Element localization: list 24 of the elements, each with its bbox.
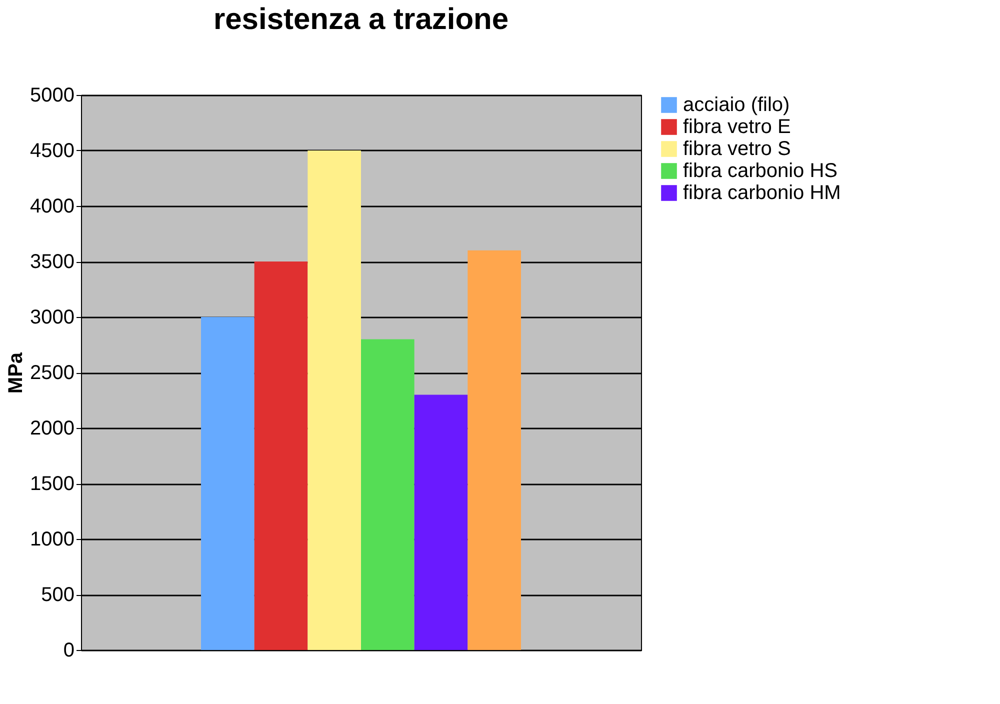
bar [254, 262, 308, 650]
legend-label: fibra carbonio HS [683, 160, 838, 182]
y-tick-label: 2000 [30, 418, 74, 440]
y-axis-title: MPa [5, 352, 28, 394]
y-tick-label: 2500 [30, 362, 74, 384]
y-tick-label: 3500 [30, 251, 74, 273]
legend-label: fibra vetro S [683, 138, 791, 160]
y-tick-label: 4000 [30, 196, 74, 218]
y-tick-label: 4500 [30, 140, 74, 162]
bar [414, 394, 468, 650]
bar [468, 250, 521, 650]
legend-label: fibra carbonio HM [683, 182, 841, 204]
y-tick-label: 1500 [30, 473, 74, 495]
y-tick-label: 5000 [30, 84, 74, 106]
bar [201, 317, 254, 650]
bar [308, 150, 361, 650]
bar [361, 339, 414, 650]
y-tick-label: 0 [63, 640, 74, 662]
y-tick-label: 3000 [30, 306, 74, 328]
y-tick-label: 500 [41, 584, 74, 606]
chart-title: resistenza a trazione [213, 3, 509, 36]
legend-label: fibra vetro E [683, 116, 791, 138]
y-tick-label: 1000 [30, 528, 74, 550]
legend-label: acciaio (filo) [683, 94, 790, 116]
